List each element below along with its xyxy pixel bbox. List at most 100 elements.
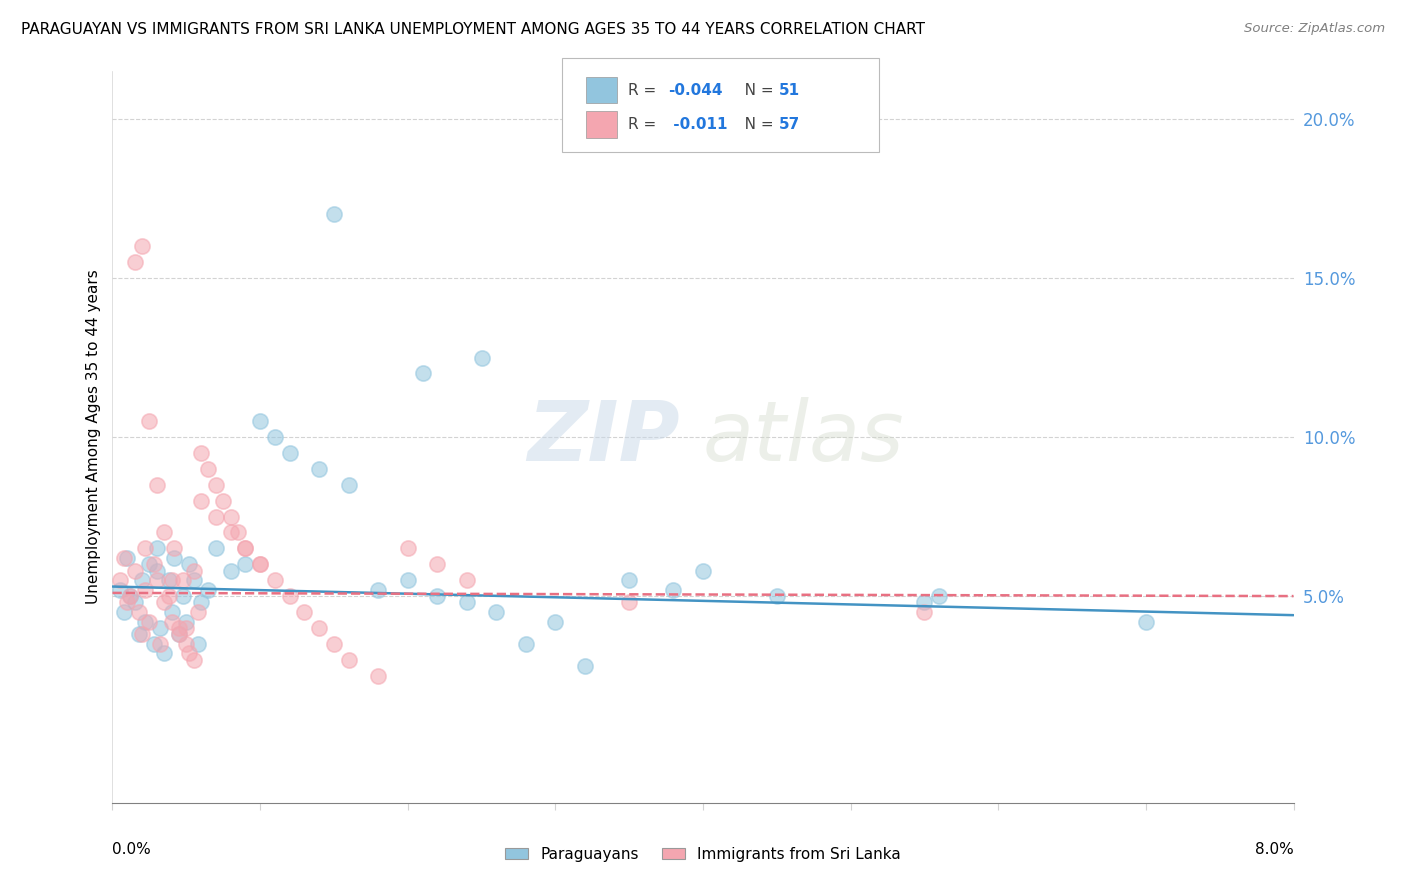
Point <box>219 509 242 524</box>
Point <box>142 558 165 572</box>
Point <box>134 582 156 597</box>
Point <box>219 564 242 578</box>
Point <box>160 573 183 587</box>
Point <box>205 509 228 524</box>
Point <box>544 615 567 629</box>
Point <box>108 573 131 587</box>
Text: 57: 57 <box>779 118 800 132</box>
Point <box>134 541 156 556</box>
Point <box>108 582 131 597</box>
Point <box>278 446 301 460</box>
Point <box>337 477 360 491</box>
Point <box>146 477 169 491</box>
Point <box>167 627 190 641</box>
Point <box>323 637 346 651</box>
Point <box>146 564 169 578</box>
Point <box>124 564 146 578</box>
Point <box>396 573 419 587</box>
Point <box>914 605 936 619</box>
Point <box>138 615 160 629</box>
Text: 0.0%: 0.0% <box>112 842 152 856</box>
Text: atlas: atlas <box>703 397 904 477</box>
Point <box>367 668 389 682</box>
Point <box>515 637 537 651</box>
Point <box>662 582 685 597</box>
Legend: Paraguayans, Immigrants from Sri Lanka: Paraguayans, Immigrants from Sri Lanka <box>499 841 907 868</box>
Point <box>179 646 201 660</box>
Point <box>174 637 197 651</box>
Point <box>292 605 315 619</box>
Point <box>308 462 330 476</box>
Text: 8.0%: 8.0% <box>1254 842 1294 856</box>
Point <box>1135 615 1157 629</box>
Text: -0.011: -0.011 <box>668 118 727 132</box>
Point <box>138 414 160 428</box>
Point <box>167 627 190 641</box>
Point <box>187 637 209 651</box>
Point <box>337 653 360 667</box>
Point <box>112 605 135 619</box>
Point <box>619 573 641 587</box>
Point <box>264 430 287 444</box>
Point <box>174 615 197 629</box>
Point <box>163 541 186 556</box>
Point <box>172 589 194 603</box>
Point <box>323 207 346 221</box>
Point <box>187 605 209 619</box>
Point <box>167 621 190 635</box>
Point <box>249 558 271 572</box>
Point <box>766 589 789 603</box>
Point <box>134 615 156 629</box>
Point <box>470 351 494 365</box>
Text: R =: R = <box>628 83 662 97</box>
Point <box>190 595 212 609</box>
Point <box>183 573 205 587</box>
Point <box>160 615 183 629</box>
Text: PARAGUAYAN VS IMMIGRANTS FROM SRI LANKA UNEMPLOYMENT AMONG AGES 35 TO 44 YEARS C: PARAGUAYAN VS IMMIGRANTS FROM SRI LANKA … <box>21 22 925 37</box>
Point <box>928 589 950 603</box>
Point <box>160 605 183 619</box>
Point <box>131 627 153 641</box>
Point <box>233 541 256 556</box>
Point <box>308 621 330 635</box>
Point <box>426 589 449 603</box>
Point <box>124 595 146 609</box>
Point <box>456 595 478 609</box>
Point <box>153 646 176 660</box>
Point <box>124 255 146 269</box>
Text: N =: N = <box>730 83 778 97</box>
Point <box>172 573 194 587</box>
Point <box>226 525 249 540</box>
Text: 51: 51 <box>779 83 800 97</box>
Point <box>197 582 219 597</box>
Point <box>396 541 419 556</box>
Point <box>131 239 153 253</box>
Point <box>138 558 160 572</box>
Point <box>163 550 186 565</box>
Point <box>149 621 172 635</box>
Text: ZIP: ZIP <box>527 397 679 477</box>
Point <box>233 558 256 572</box>
Point <box>120 589 142 603</box>
Point <box>692 564 714 578</box>
Point <box>146 573 169 587</box>
Point <box>112 550 135 565</box>
Point <box>249 414 271 428</box>
Point <box>278 589 301 603</box>
Point <box>183 564 205 578</box>
Text: R =: R = <box>628 118 662 132</box>
Point <box>197 462 219 476</box>
Text: N =: N = <box>730 118 778 132</box>
Point <box>149 637 172 651</box>
Point <box>153 595 176 609</box>
Point <box>249 558 271 572</box>
Point <box>157 573 180 587</box>
Text: -0.044: -0.044 <box>668 83 723 97</box>
Point <box>128 605 150 619</box>
Point <box>117 595 138 609</box>
Point <box>412 367 434 381</box>
Text: Source: ZipAtlas.com: Source: ZipAtlas.com <box>1244 22 1385 36</box>
Point <box>219 525 242 540</box>
Point <box>183 653 205 667</box>
Point <box>157 589 180 603</box>
